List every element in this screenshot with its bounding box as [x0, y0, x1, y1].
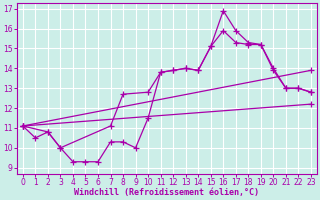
X-axis label: Windchill (Refroidissement éolien,°C): Windchill (Refroidissement éolien,°C)	[74, 188, 260, 197]
